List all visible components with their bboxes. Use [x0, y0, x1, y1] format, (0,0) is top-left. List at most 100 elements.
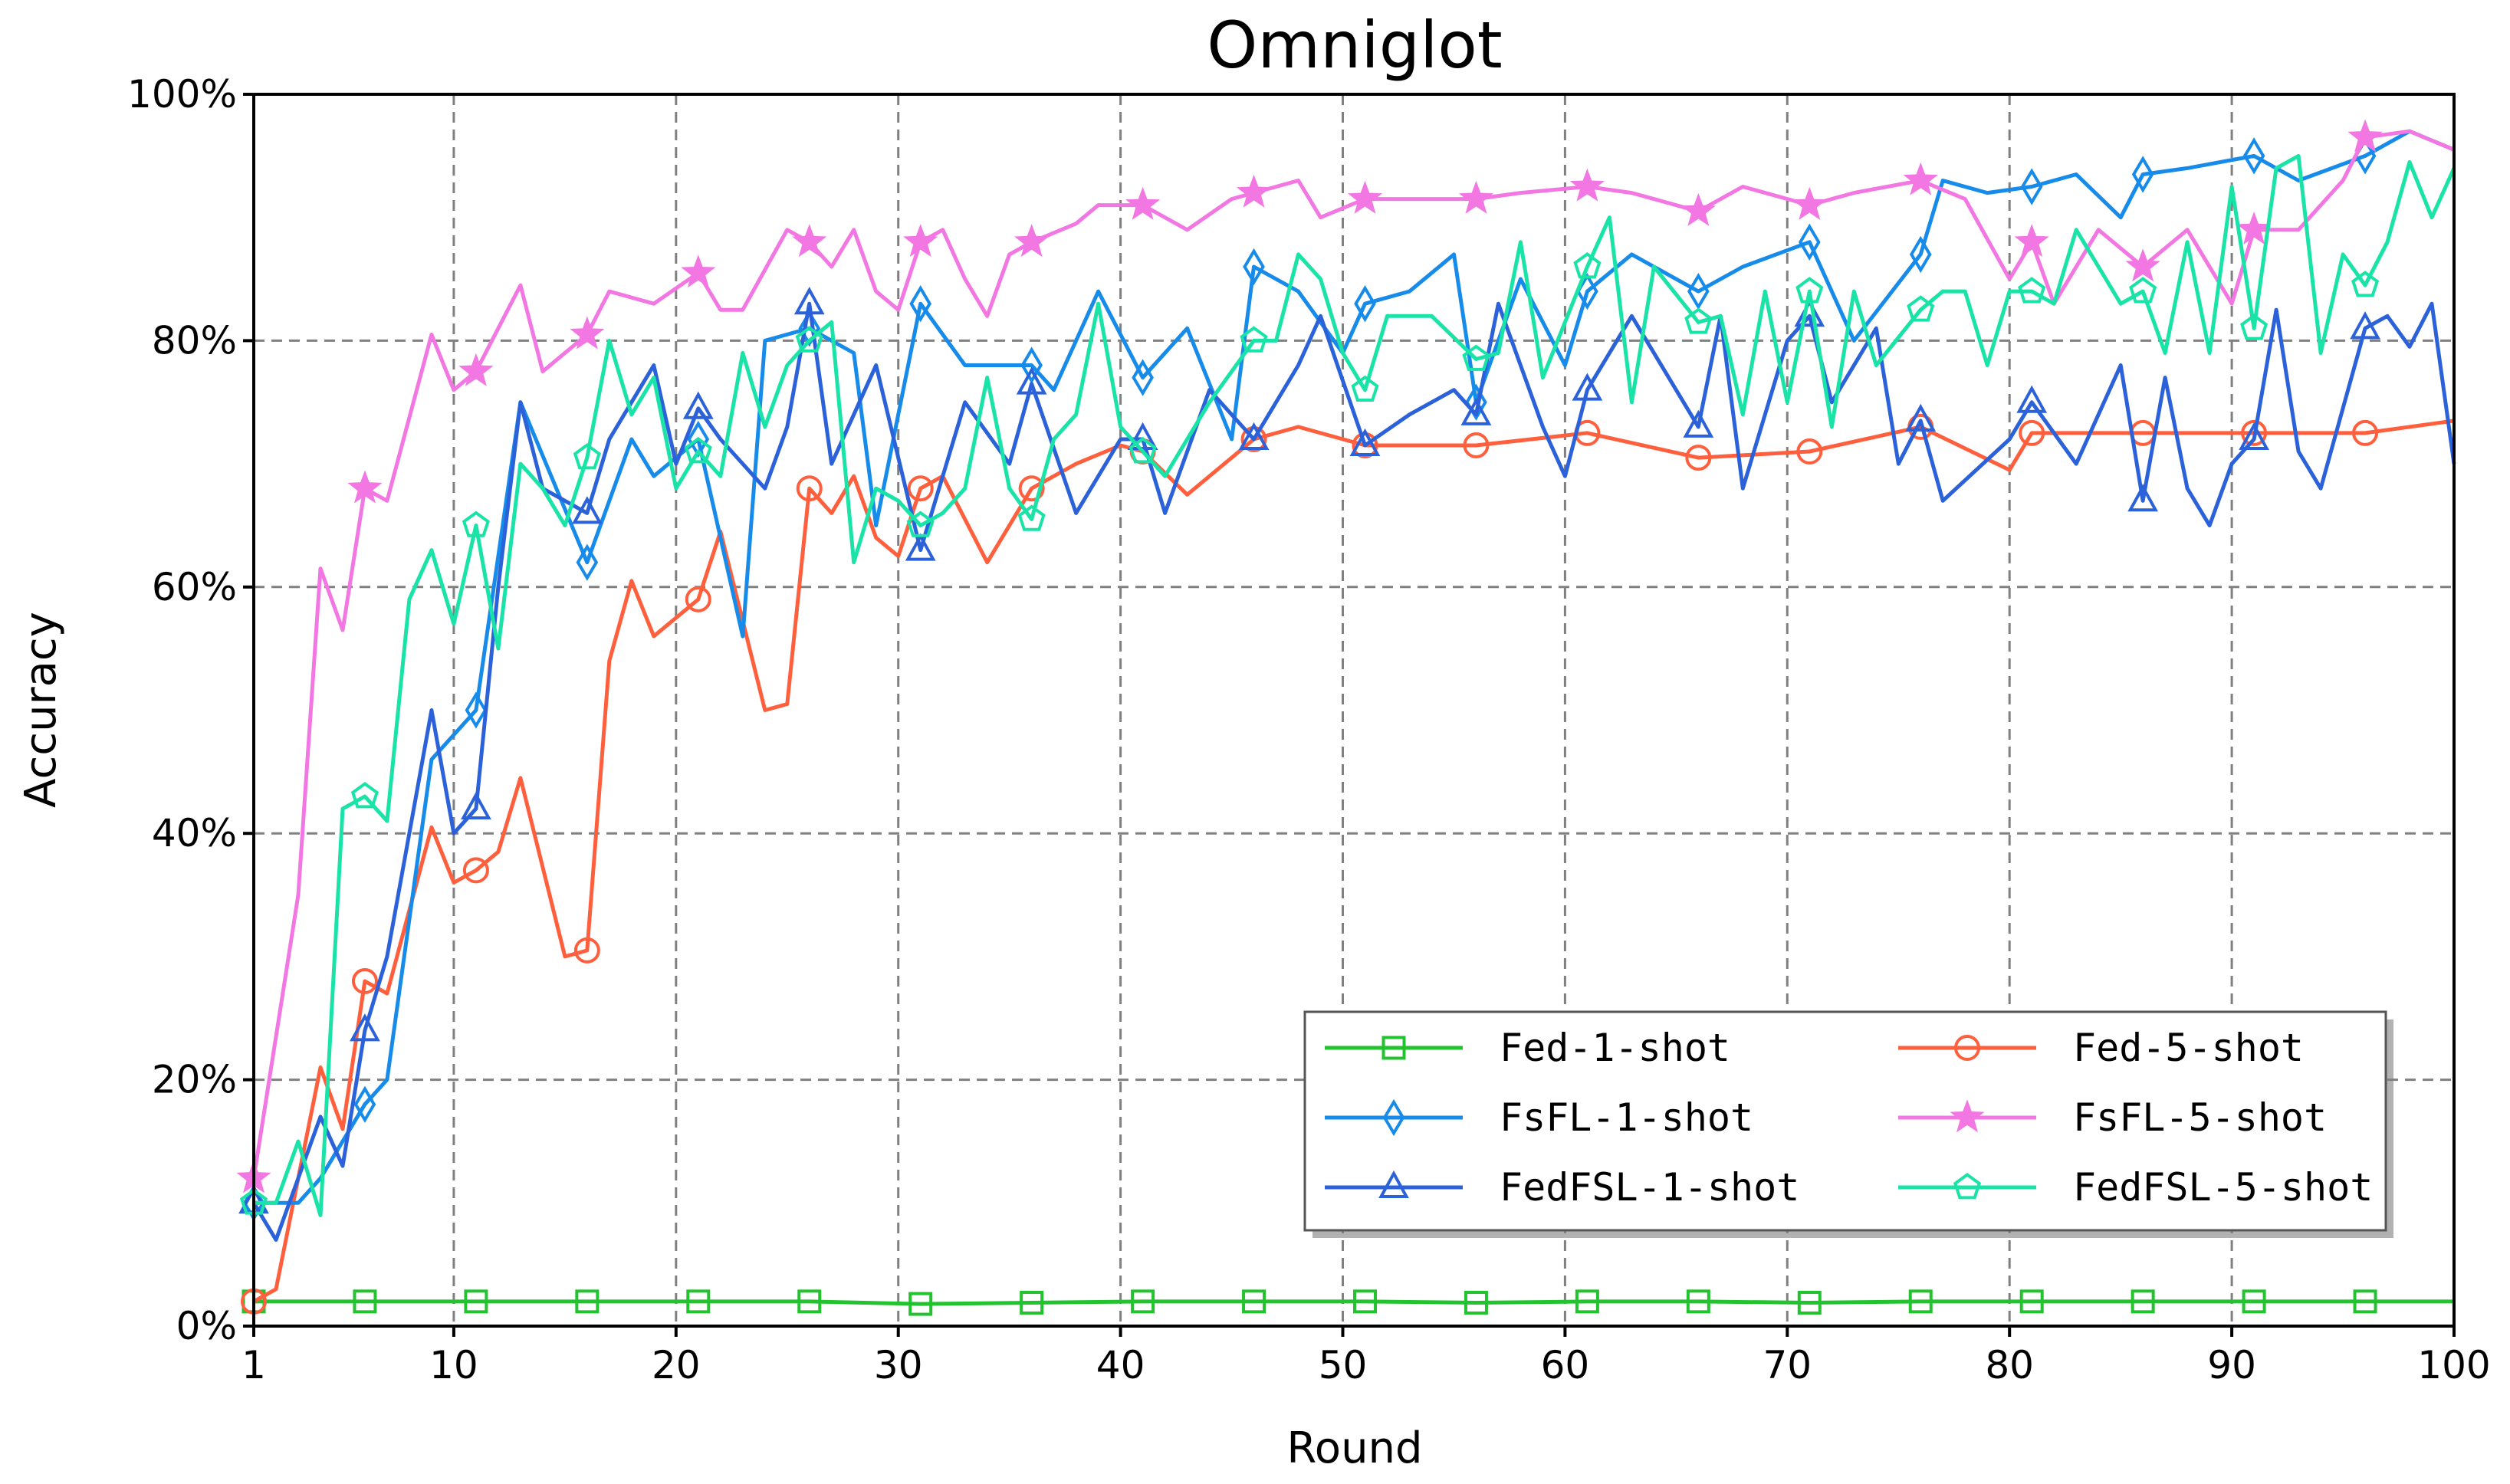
- x-tick-label: 1: [241, 1343, 266, 1387]
- marker-triangle: [1683, 409, 1714, 438]
- marker-diamond: [576, 543, 599, 581]
- series-markers: [238, 287, 2380, 1214]
- marker-square: [1352, 1289, 1377, 1314]
- y-axis-label: Accuracy: [16, 612, 66, 808]
- marker-circle: [462, 857, 489, 884]
- series-markers: [236, 119, 2383, 1193]
- marker-square: [1242, 1289, 1266, 1314]
- marker-circle: [907, 475, 934, 502]
- marker-pentagon: [350, 782, 379, 809]
- marker-diamond: [2020, 168, 2043, 205]
- marker-circle: [796, 475, 823, 502]
- marker-circle: [1954, 1035, 1980, 1061]
- marker-star: [792, 224, 827, 258]
- marker-square: [1797, 1290, 1822, 1315]
- marker-triangle: [1016, 366, 1047, 395]
- marker-diamond: [1465, 383, 1487, 421]
- marker-pentagon: [1351, 375, 1379, 402]
- marker-triangle: [1572, 373, 1603, 401]
- marker-diamond: [1687, 272, 1710, 310]
- legend-entry: Fed-5-shot: [1898, 1026, 2304, 1070]
- y-tick-label: 0%: [176, 1304, 237, 1348]
- legend-label: FsFL-5-shot: [2073, 1095, 2327, 1140]
- series-fsfl-5-shot: [236, 119, 2455, 1193]
- marker-square: [575, 1289, 600, 1314]
- y-tick-label: 100%: [127, 72, 237, 117]
- x-tick-label: 100: [2417, 1343, 2490, 1387]
- x-tick-label: 90: [2207, 1343, 2256, 1387]
- marker-diamond: [353, 1085, 376, 1123]
- marker-star: [2236, 211, 2272, 245]
- marker-triangle: [1127, 422, 1158, 450]
- marker-pentagon: [1462, 344, 1490, 371]
- series-line: [251, 129, 2455, 1179]
- marker-circle: [573, 937, 600, 964]
- marker-pentagon: [1795, 277, 1824, 304]
- marker-pentagon: [462, 511, 490, 537]
- x-tick-label: 50: [1319, 1343, 1368, 1387]
- x-axis-label: Round: [1286, 1423, 1422, 1473]
- marker-pentagon: [1129, 437, 1157, 464]
- marker-triangle: [1349, 428, 1381, 456]
- marker-pentagon: [1573, 252, 1602, 279]
- legend-box: [1303, 1010, 2387, 1232]
- x-tick-label: 60: [1541, 1343, 1590, 1387]
- marker-circle: [1463, 432, 1490, 458]
- marker-square: [2353, 1289, 2377, 1314]
- series-line: [254, 153, 2456, 1217]
- marker-pentagon: [2351, 271, 2380, 297]
- marker-star: [1950, 1099, 1985, 1133]
- marker-star: [1125, 186, 1161, 220]
- marker-triangle: [571, 496, 603, 524]
- marker-star: [1236, 174, 1272, 208]
- marker-square: [353, 1289, 377, 1314]
- marker-triangle: [1905, 403, 1937, 432]
- x-tick-label: 30: [874, 1343, 923, 1387]
- marker-triangle: [1238, 422, 1270, 450]
- legend-label: FedFSL-5-shot: [2073, 1165, 2373, 1210]
- marker-triangle: [682, 391, 714, 419]
- marker-star: [1792, 186, 1827, 220]
- marker-pentagon: [1907, 295, 1935, 322]
- marker-circle: [685, 586, 711, 612]
- marker-triangle: [2016, 385, 2048, 413]
- marker-star: [1347, 180, 1383, 214]
- legend-entry: FedFSL-1-shot: [1325, 1165, 1799, 1210]
- marker-square: [1908, 1289, 1933, 1314]
- marker-pentagon: [1684, 307, 1713, 334]
- marker-square: [1020, 1290, 1044, 1315]
- marker-triangle: [2239, 422, 2269, 450]
- marker-pentagon: [906, 511, 935, 537]
- marker-square: [1381, 1036, 1406, 1060]
- marker-circle: [351, 968, 378, 995]
- marker-pentagon: [1017, 504, 1046, 531]
- series-line: [252, 419, 2455, 1304]
- marker-triangle: [793, 287, 825, 315]
- series-line: [254, 1299, 2454, 1306]
- marker-diamond: [798, 310, 821, 347]
- marker-triangle: [350, 1013, 380, 1042]
- legend-label: FedFSL-1-shot: [1500, 1165, 1799, 1210]
- legend-label: Fed-5-shot: [2073, 1026, 2304, 1070]
- marker-triangle: [2127, 484, 2159, 512]
- marker-diamond: [1243, 248, 1265, 286]
- marker-square: [1575, 1289, 1599, 1314]
- marker-pentagon: [1240, 326, 1268, 353]
- marker-circle: [1018, 475, 1045, 502]
- series-markers: [241, 1289, 2377, 1316]
- series-fed-1-shot: [241, 1289, 2454, 1316]
- x-tick-label: 80: [1985, 1343, 2034, 1387]
- marker-diamond: [465, 691, 488, 729]
- marker-square: [2131, 1289, 2155, 1314]
- series-line: [251, 301, 2456, 1242]
- marker-star: [1569, 168, 1605, 202]
- marker-triangle: [1378, 1170, 1409, 1198]
- chart-title: Omniglot: [1207, 8, 1503, 83]
- marker-triangle: [1460, 397, 1492, 425]
- marker-diamond: [1132, 359, 1154, 396]
- series-lines: [236, 119, 2456, 1316]
- x-tick-label: 20: [652, 1343, 701, 1387]
- marker-star: [570, 316, 605, 350]
- marker-square: [686, 1289, 711, 1314]
